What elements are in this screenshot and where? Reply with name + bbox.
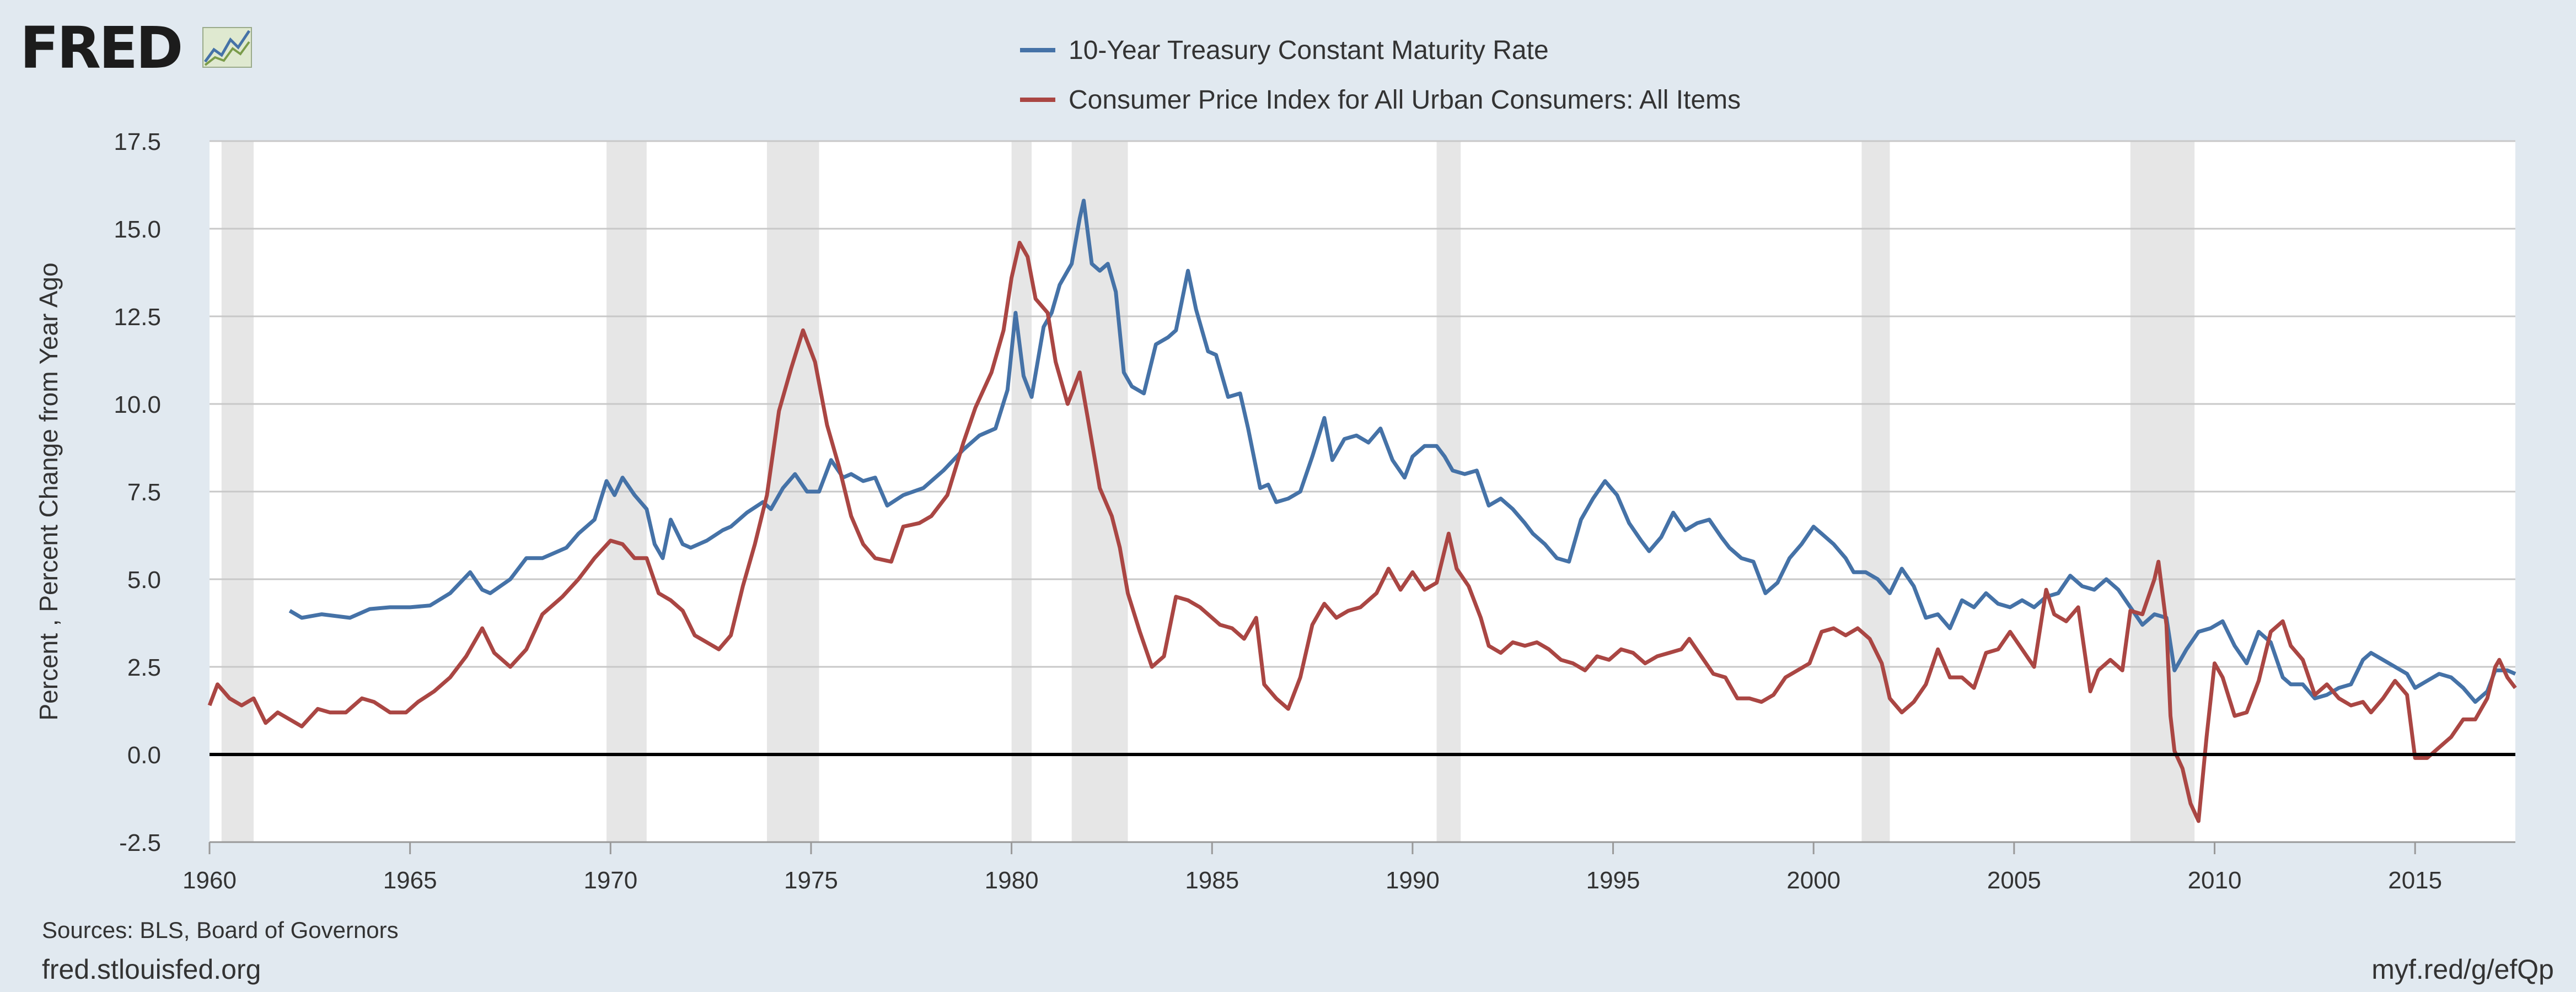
- legend-label: 10-Year Treasury Constant Maturity Rate: [1069, 35, 1549, 65]
- y-tick-label: 0.0: [127, 742, 161, 769]
- y-tick-label: 7.5: [127, 479, 161, 506]
- legend-swatch: [1020, 48, 1055, 52]
- y-tick-label: 10.0: [114, 391, 161, 418]
- x-tick-label: 1985: [1185, 867, 1239, 894]
- legend-swatch: [1020, 98, 1055, 102]
- fred-logo-text: FRED: [20, 14, 183, 82]
- chart-legend: 10-Year Treasury Constant Maturity Rate C…: [1020, 25, 1741, 125]
- x-tick-label: 1980: [985, 867, 1039, 894]
- x-tick-label: 2005: [1987, 867, 2041, 894]
- short-link[interactable]: myf.red/g/efQp: [2371, 954, 2554, 985]
- sources-note: Sources: BLS, Board of Governors: [42, 917, 399, 943]
- y-tick-label: 12.5: [114, 304, 161, 331]
- y-axis-label: Percent , Percent Change from Year Ago: [34, 262, 63, 720]
- x-tick-label: 1975: [784, 867, 838, 894]
- y-tick-label: 2.5: [127, 654, 161, 681]
- site-url: fred.stlouisfed.org: [42, 954, 261, 985]
- x-tick-label: 2010: [2188, 867, 2242, 894]
- x-tick-label: 1965: [383, 867, 437, 894]
- y-tick-label: 15.0: [114, 216, 161, 243]
- x-tick-label: 2015: [2388, 867, 2442, 894]
- x-tick-label: 1995: [1586, 867, 1640, 894]
- y-tick-label: 5.0: [127, 567, 161, 594]
- legend-label: Consumer Price Index for All Urban Consu…: [1069, 85, 1741, 115]
- x-tick-label: 1960: [183, 867, 237, 894]
- legend-item-0[interactable]: 10-Year Treasury Constant Maturity Rate: [1020, 25, 1741, 75]
- legend-item-1[interactable]: Consumer Price Index for All Urban Consu…: [1020, 75, 1741, 125]
- y-tick-label: 17.5: [114, 128, 161, 155]
- fred-logo: FRED: [20, 18, 257, 78]
- x-tick-label: 2000: [1786, 867, 1840, 894]
- fred-trend-line-icon: [202, 27, 252, 68]
- x-tick-label: 1970: [583, 867, 637, 894]
- y-tick-label: -2.5: [119, 829, 161, 856]
- x-tick-label: 1990: [1386, 867, 1440, 894]
